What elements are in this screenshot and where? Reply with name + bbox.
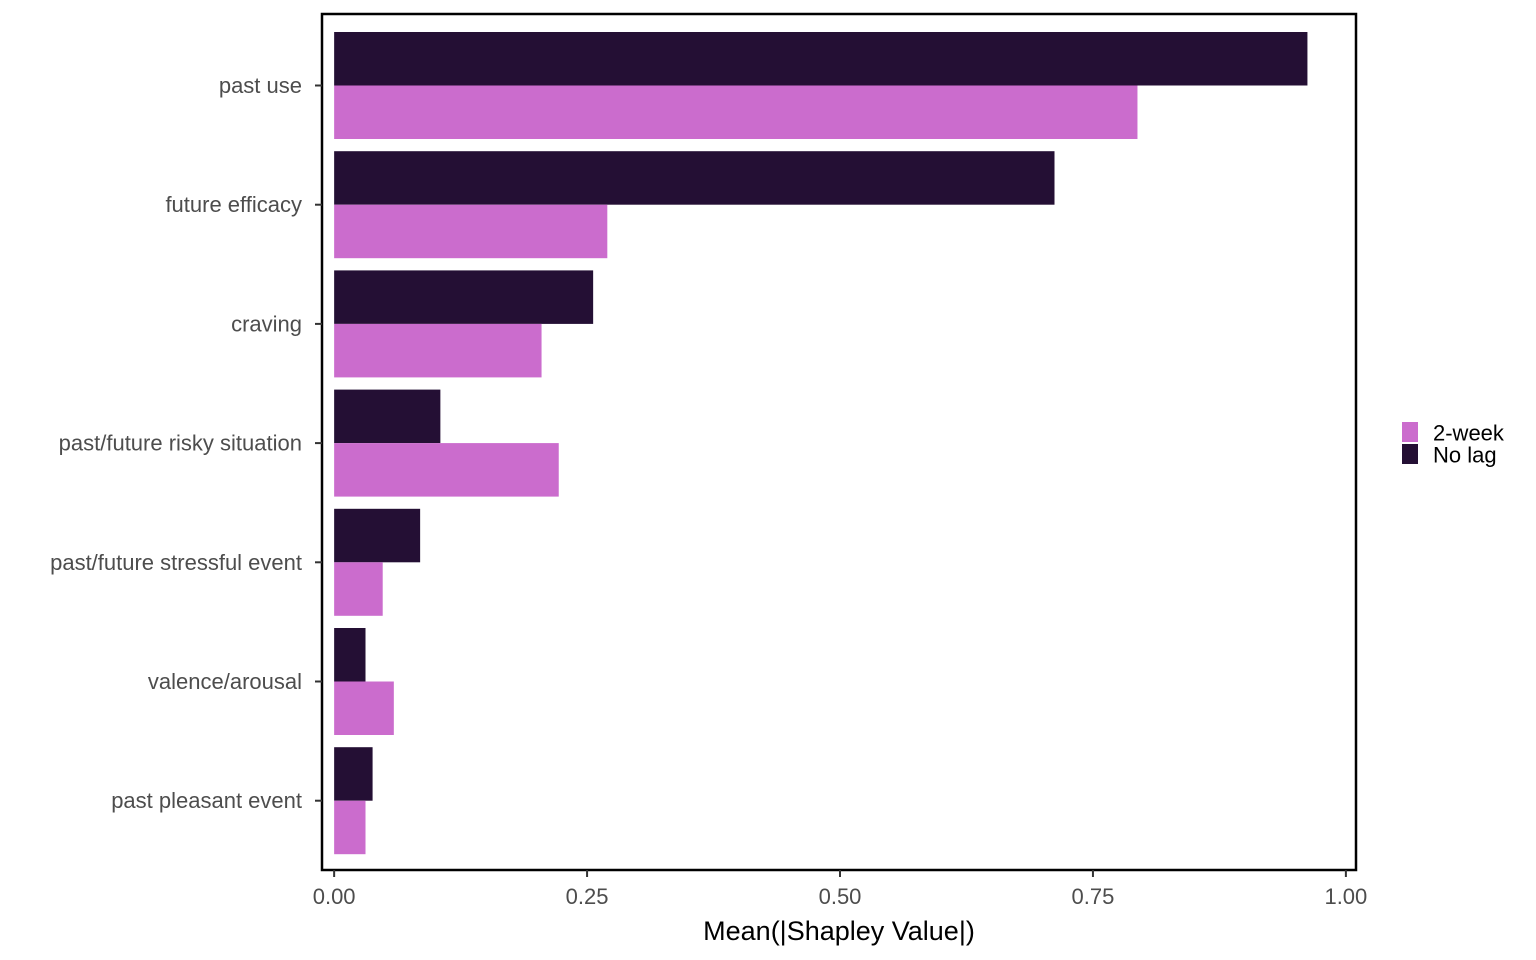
bar-2-week-6 [334, 800, 366, 855]
y-tick-label: valence/arousal [148, 669, 302, 694]
bar-2-week-1 [334, 204, 608, 259]
bar-2-week-0 [334, 85, 1138, 139]
x-tick-label: 0.00 [313, 884, 356, 909]
bar-no-lag-1 [334, 151, 1055, 205]
y-tick-label: craving [231, 311, 302, 336]
y-tick-label: past pleasant event [111, 788, 302, 813]
y-tick-label: past use [219, 73, 302, 98]
x-tick-label: 1.00 [1324, 884, 1367, 909]
bar-2-week-2 [334, 323, 542, 378]
bars-layer [334, 32, 1308, 855]
bar-2-week-3 [334, 443, 559, 497]
y-tick-label: future efficacy [165, 192, 302, 217]
bar-no-lag-2 [334, 270, 594, 324]
x-tick-label: 0.75 [1072, 884, 1115, 909]
bar-2-week-4 [334, 562, 383, 616]
bar-no-lag-3 [334, 389, 441, 444]
legend-label-2-week: 2-week [1433, 421, 1505, 446]
bar-no-lag-0 [334, 32, 1308, 86]
legend-key-2-week [1402, 422, 1418, 442]
x-axis-title: Mean(|Shapley Value|) [703, 916, 975, 946]
y-axis: past use future efficacy craving past/futur… [50, 73, 322, 813]
legend-key-no-lag [1402, 444, 1418, 464]
bar-no-lag-4 [334, 508, 421, 563]
x-tick-label: 0.50 [819, 884, 862, 909]
x-axis: 0.00 0.25 0.50 0.75 1.00 [313, 870, 1367, 909]
bar-no-lag-5 [334, 628, 366, 682]
x-tick-label: 0.25 [566, 884, 609, 909]
bar-2-week-5 [334, 681, 394, 735]
y-tick-label: past/future stressful event [50, 550, 302, 575]
legend-label-no-lag: No lag [1433, 443, 1497, 468]
plot-panel-border [320, 12, 1358, 872]
bar-no-lag-6 [334, 747, 373, 801]
y-tick-label: past/future risky situation [59, 431, 302, 456]
